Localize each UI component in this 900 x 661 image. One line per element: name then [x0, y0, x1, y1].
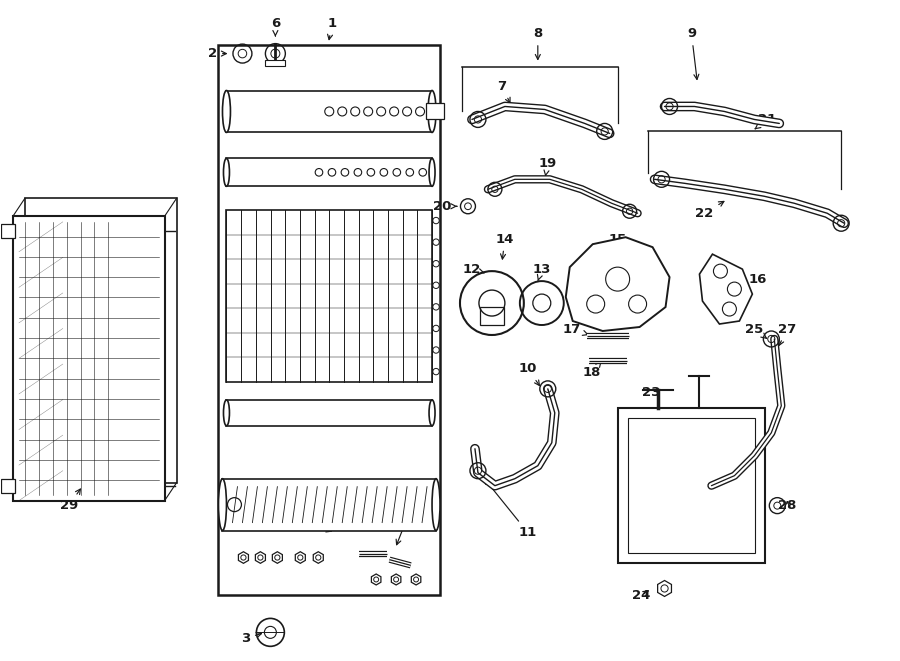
Text: 19: 19 — [539, 157, 557, 176]
Text: 13: 13 — [533, 262, 551, 281]
Ellipse shape — [432, 479, 440, 531]
Text: 11: 11 — [484, 479, 537, 539]
Text: 29: 29 — [59, 489, 80, 512]
Bar — [480, 307, 504, 325]
Polygon shape — [699, 254, 752, 324]
Text: 15: 15 — [608, 233, 626, 252]
Text: 2: 2 — [208, 47, 227, 60]
Text: 23: 23 — [643, 387, 661, 399]
Bar — [222, 479, 436, 531]
Text: 10: 10 — [518, 362, 539, 385]
Ellipse shape — [219, 479, 227, 531]
Bar — [227, 159, 432, 186]
Bar — [227, 91, 432, 132]
Bar — [25, 198, 176, 483]
Ellipse shape — [429, 400, 435, 426]
Text: 22: 22 — [696, 202, 724, 219]
Text: 1: 1 — [328, 17, 337, 40]
Text: 6: 6 — [271, 17, 280, 36]
Text: 4: 4 — [396, 499, 417, 545]
Text: 17: 17 — [562, 323, 588, 336]
Ellipse shape — [222, 91, 230, 132]
Text: 20: 20 — [433, 200, 457, 213]
Ellipse shape — [428, 91, 436, 132]
Text: 21: 21 — [755, 113, 777, 129]
Text: 25: 25 — [745, 323, 767, 338]
Text: 28: 28 — [778, 499, 796, 512]
Ellipse shape — [429, 159, 435, 186]
Bar — [426, 104, 444, 120]
Ellipse shape — [223, 159, 230, 186]
Text: 24: 24 — [633, 589, 651, 602]
Bar — [219, 44, 440, 596]
Text: 8: 8 — [533, 27, 543, 59]
Ellipse shape — [223, 400, 230, 426]
Text: 3: 3 — [241, 632, 262, 645]
Text: 27: 27 — [778, 323, 796, 345]
Bar — [617, 408, 765, 563]
Text: 18: 18 — [582, 362, 601, 379]
Bar — [266, 59, 285, 65]
Bar — [227, 210, 432, 382]
Text: 7: 7 — [498, 80, 510, 103]
Text: 5: 5 — [310, 519, 331, 532]
Bar — [627, 418, 755, 553]
Bar — [1, 479, 15, 492]
Bar — [13, 216, 165, 500]
Text: 12: 12 — [463, 262, 484, 276]
Bar — [227, 400, 432, 426]
Bar — [1, 224, 15, 238]
Polygon shape — [566, 237, 670, 331]
Text: 26: 26 — [662, 436, 680, 449]
Text: 16: 16 — [742, 272, 767, 286]
Text: 9: 9 — [687, 27, 699, 79]
Text: 14: 14 — [496, 233, 514, 259]
